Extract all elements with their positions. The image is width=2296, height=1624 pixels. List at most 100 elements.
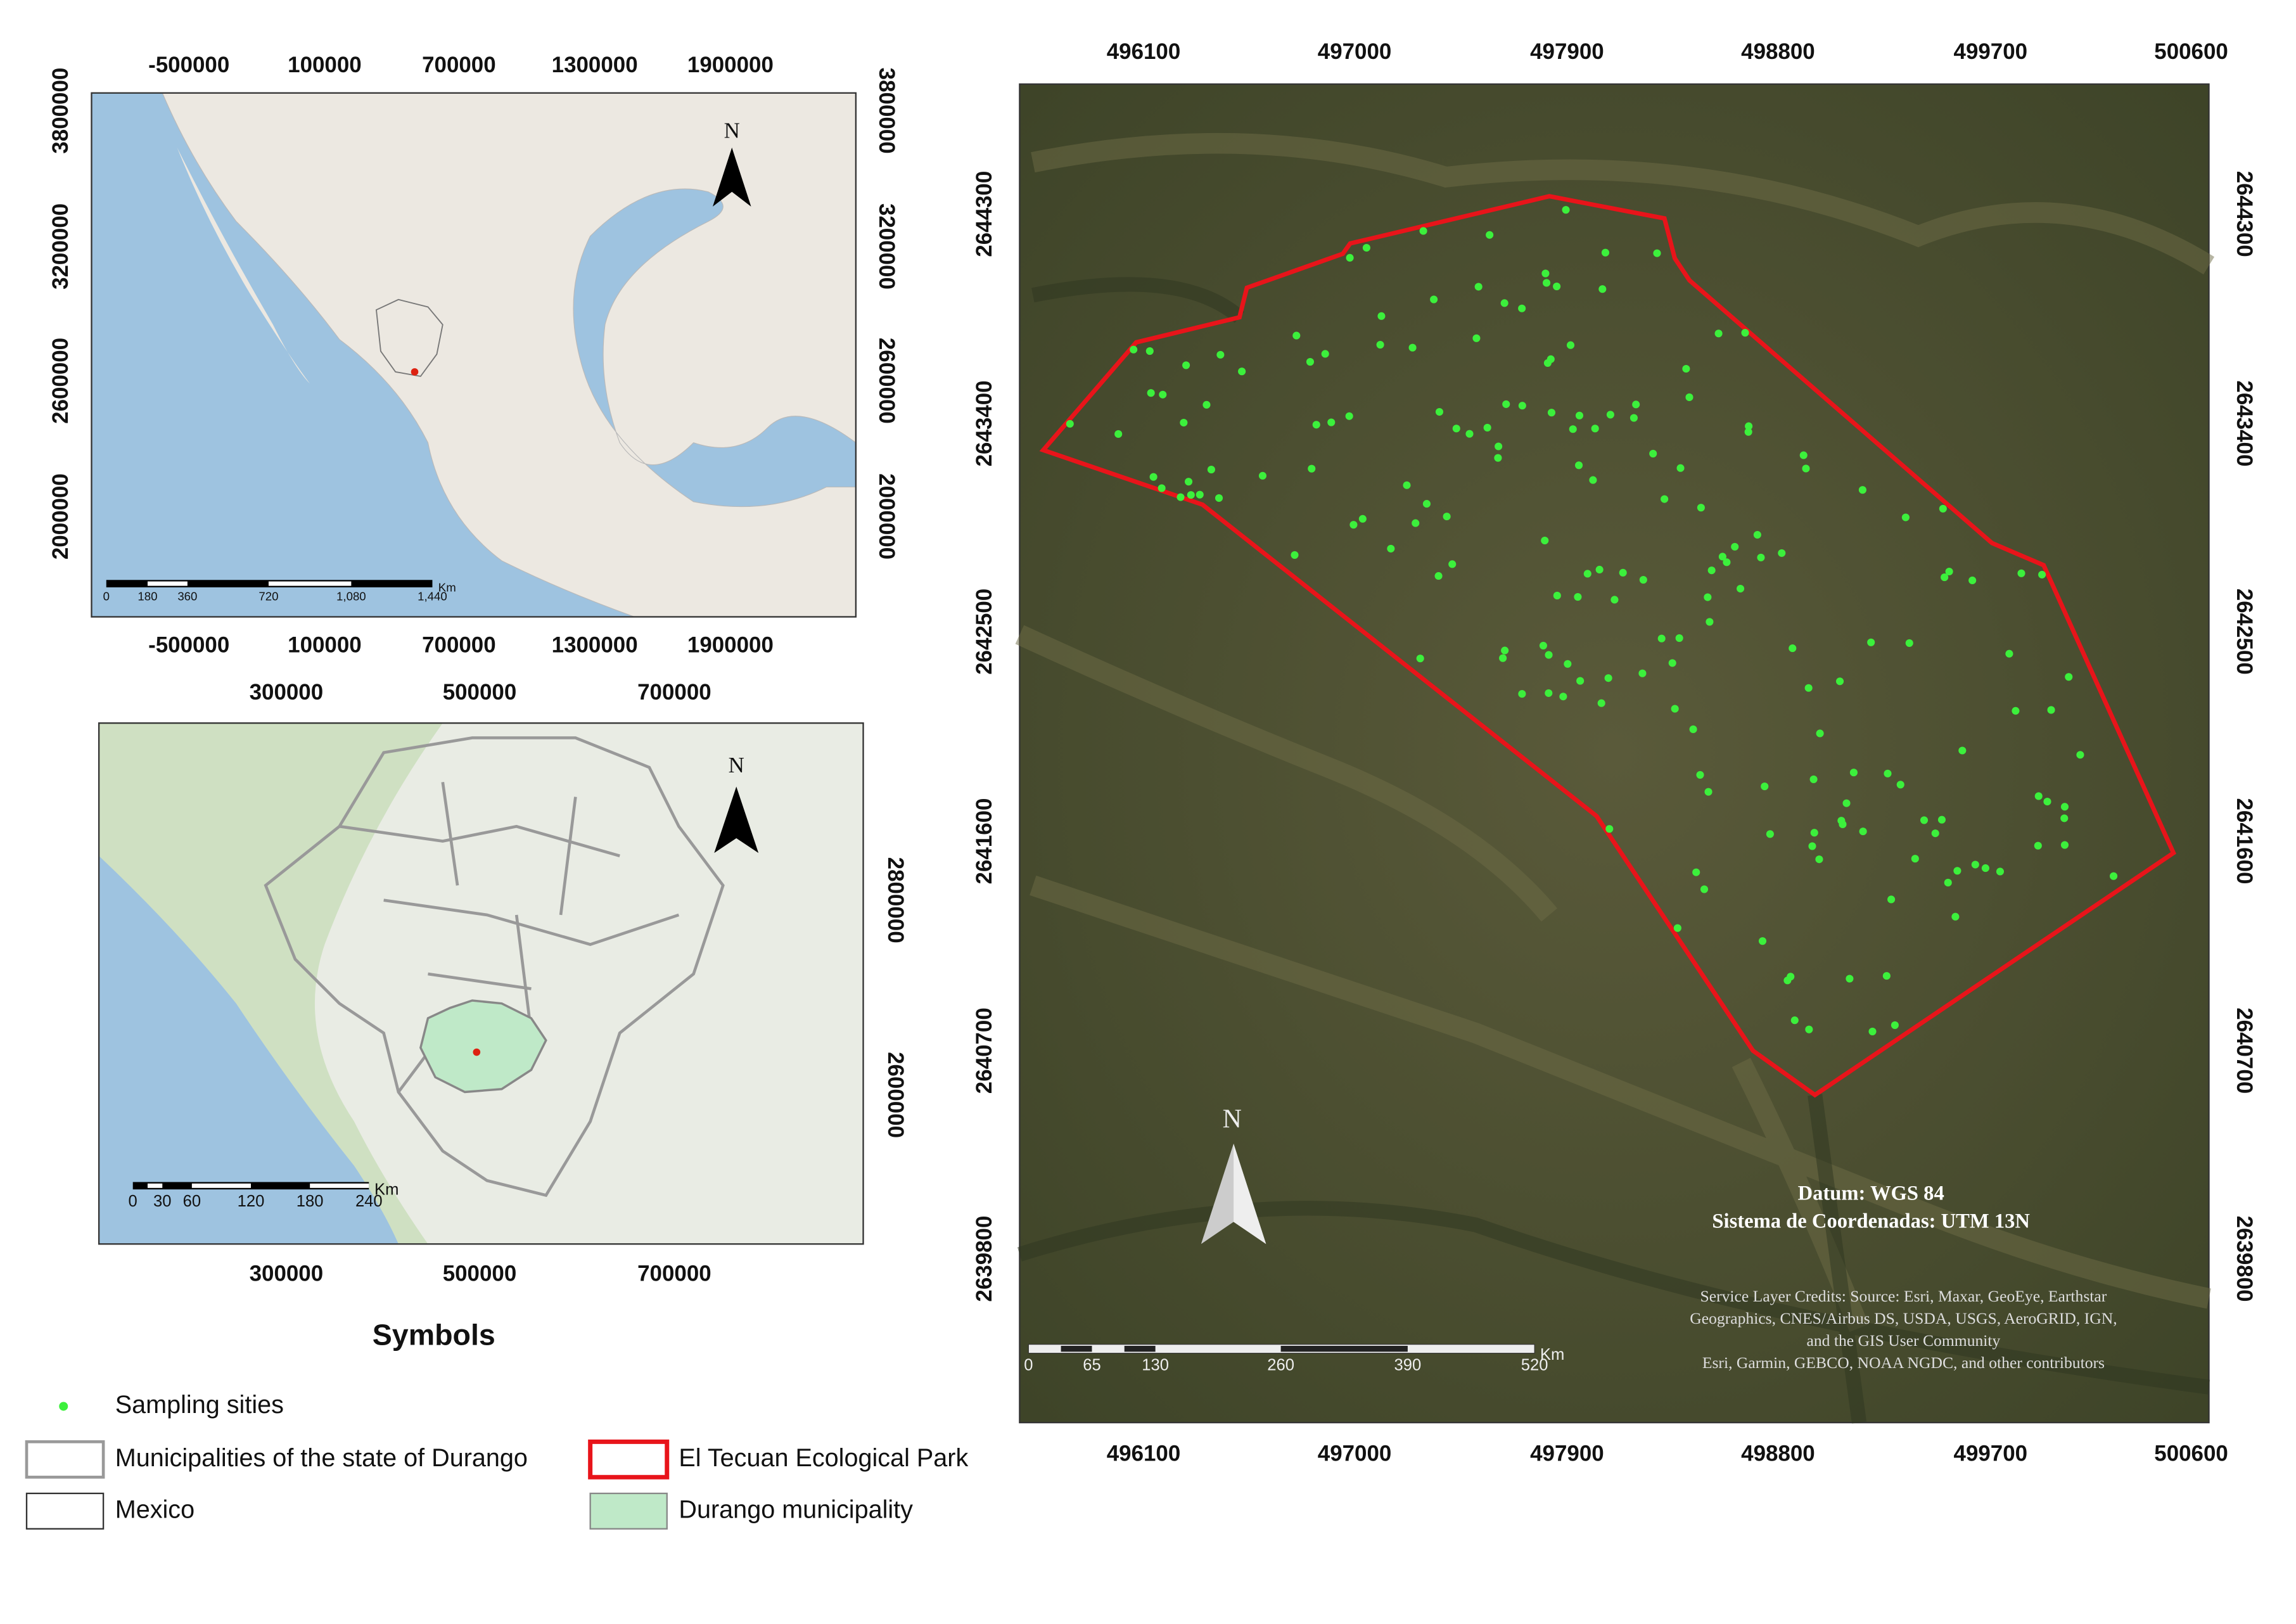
- y-tick-label: 2600000: [874, 338, 899, 424]
- sampling-site: [1761, 783, 1769, 791]
- x-tick-label: 500000: [443, 1261, 517, 1286]
- x-tick-label: 700000: [422, 632, 496, 657]
- sampling-site: [1884, 769, 1892, 777]
- scale-bar: [1280, 1345, 1408, 1352]
- sampling-site: [1891, 1021, 1899, 1029]
- sampling-site: [1114, 430, 1123, 438]
- sampling-site: [1419, 227, 1427, 235]
- x-tick-label: 499700: [1954, 39, 2028, 64]
- x-tick-label: 500000: [443, 680, 517, 705]
- x-tick-label: 497900: [1530, 1442, 1604, 1466]
- sampling-site: [1486, 231, 1494, 239]
- sampling-sites: [1066, 206, 2118, 1035]
- sampling-site: [1292, 331, 1301, 340]
- sampling-site: [1920, 816, 1929, 824]
- sampling-site: [1202, 400, 1211, 409]
- study-site: [473, 1048, 481, 1056]
- scale-label: 240: [355, 1192, 383, 1210]
- sampling-site: [1149, 473, 1158, 481]
- sampling-site: [1159, 390, 1167, 399]
- sampling-site: [2034, 841, 2042, 850]
- sampling-site: [1553, 282, 1561, 291]
- sampling-site: [1448, 560, 1457, 568]
- sampling-site: [2110, 872, 2118, 880]
- sampling-site: [1744, 428, 1752, 436]
- sampling-site: [1362, 243, 1370, 252]
- x-tick-label: 1900000: [687, 53, 774, 77]
- sampling-site: [1682, 364, 1690, 373]
- legend-swatch: [588, 1439, 670, 1480]
- x-tick-label: -500000: [148, 53, 229, 77]
- sampling-site: [1575, 411, 1584, 419]
- x-tick-label: 700000: [422, 53, 496, 77]
- scale-bar: [268, 581, 352, 586]
- x-tick-label: 497900: [1530, 39, 1604, 64]
- sampling-site: [1944, 878, 1952, 886]
- sampling-site: [1707, 566, 1716, 575]
- sampling-site: [1306, 358, 1315, 366]
- sampling-site: [1741, 329, 1749, 337]
- y-tick-label: 3200000: [48, 203, 73, 290]
- scale-bar: [1061, 1345, 1092, 1352]
- sampling-site: [1799, 451, 1808, 459]
- sampling-site: [1676, 464, 1685, 472]
- scale-label: 260: [1267, 1357, 1294, 1374]
- durango-frame: [98, 722, 864, 1245]
- sampling-site: [1968, 576, 1977, 585]
- y-tick-label: 2643400: [972, 380, 997, 466]
- sampling-site: [1562, 206, 1570, 214]
- sampling-site: [1145, 347, 1154, 355]
- scale-label: 720: [258, 589, 278, 603]
- sampling-site: [1901, 513, 1910, 521]
- sampling-site: [2005, 649, 2013, 658]
- legend-label: Sampling sities: [115, 1391, 284, 1419]
- sampling-site: [1815, 855, 1823, 864]
- sampling-site: [1598, 285, 1607, 293]
- sampling-site: [1958, 746, 1967, 755]
- sampling-site: [1601, 248, 1610, 257]
- sampling-site: [1589, 476, 1597, 484]
- sampling-site: [1597, 699, 1605, 707]
- sampling-site: [1700, 885, 1709, 893]
- sampling-site: [1376, 340, 1384, 349]
- y-tick-label: 2641600: [2232, 798, 2257, 885]
- durango-outline: [375, 298, 443, 377]
- sampling-site: [1692, 868, 1700, 876]
- sampling-site: [1377, 312, 1386, 320]
- sampling-site: [1810, 829, 1818, 837]
- sampling-site: [1518, 402, 1526, 410]
- sampling-site: [2065, 673, 2073, 681]
- municipalities: [264, 736, 725, 1198]
- x-tick-label: 100000: [288, 53, 362, 77]
- sampling-site: [1766, 830, 1774, 838]
- legend-label: Mexico: [115, 1495, 195, 1523]
- datum: Datum: WGS 84: [1798, 1182, 1944, 1205]
- sampling-site: [1718, 553, 1726, 561]
- sampling-site: [1630, 414, 1638, 422]
- sampling-site: [1911, 855, 1919, 863]
- sampling-site: [1387, 544, 1395, 553]
- sampling-site: [1808, 842, 1816, 850]
- sampling-site: [1547, 409, 1556, 417]
- sampling-site: [1542, 279, 1551, 287]
- sampling-site: [1882, 972, 1891, 980]
- scale-unit: Km: [374, 1180, 399, 1198]
- sampling-site: [1697, 504, 1705, 512]
- sampling-site: [1696, 770, 1704, 779]
- sampling-site: [1443, 513, 1451, 521]
- durango-municipality: [419, 999, 547, 1094]
- sampling-site: [1649, 449, 1657, 457]
- x-tick-label: 497000: [1318, 39, 1392, 64]
- sampling-site: [1408, 343, 1417, 352]
- sampling-site: [1685, 393, 1693, 402]
- scale-label: 0: [129, 1192, 137, 1210]
- scale-label: 30: [153, 1192, 171, 1210]
- sampling-site: [1500, 299, 1508, 307]
- scale-bar: [191, 1183, 252, 1188]
- sampling-site: [1412, 519, 1420, 527]
- sampling-site: [1790, 1016, 1799, 1025]
- sampling-site: [1430, 295, 1438, 304]
- sampling-site: [1130, 345, 1138, 354]
- sampling-site: [1846, 975, 1854, 983]
- sampling-site: [1346, 253, 1354, 262]
